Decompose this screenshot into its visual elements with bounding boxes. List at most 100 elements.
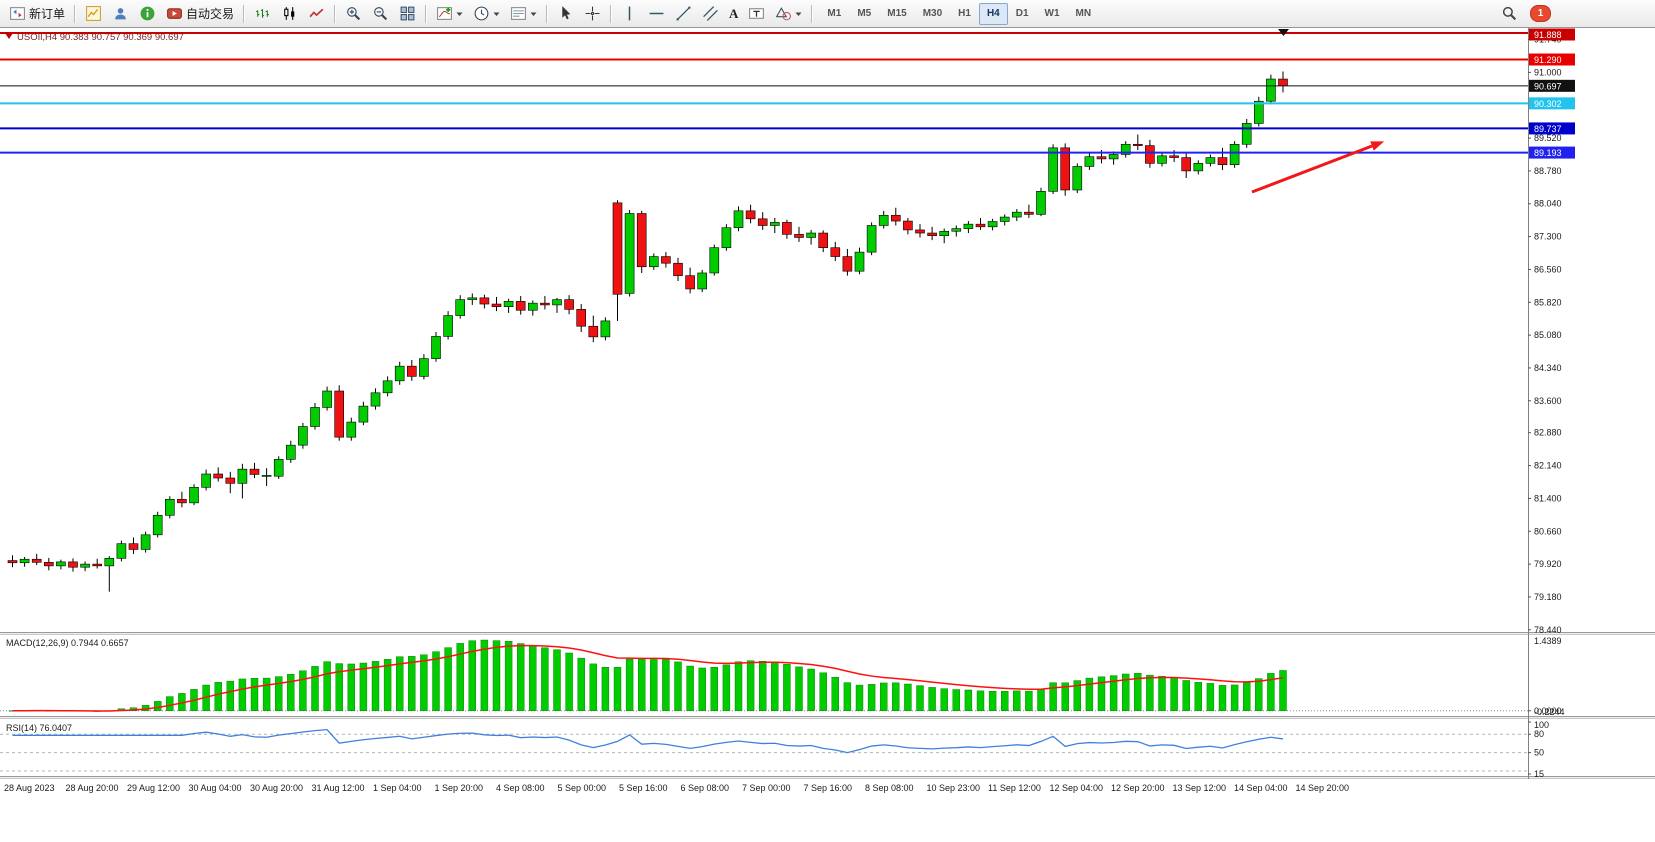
hlines-layer[interactable] — [0, 31, 1528, 154]
new-order-icon — [10, 7, 25, 20]
svg-text:89.737: 89.737 — [1534, 124, 1562, 134]
candlestick-icon — [284, 7, 295, 20]
timeframe-m30[interactable]: M30 — [915, 3, 950, 25]
text-label-button[interactable] — [744, 3, 769, 25]
svg-text:8 Sep 08:00: 8 Sep 08:00 — [865, 783, 914, 793]
tile-windows-button[interactable] — [395, 3, 420, 25]
price-axis[interactable]: 91.74091.00089.52088.78088.04087.30086.5… — [1528, 28, 1575, 779]
svg-text:29 Aug 12:00: 29 Aug 12:00 — [127, 783, 180, 793]
svg-text:89.193: 89.193 — [1534, 148, 1562, 158]
svg-text:28 Aug 2023: 28 Aug 2023 — [4, 783, 55, 793]
toolbar-separator — [74, 4, 77, 23]
profiles-button[interactable] — [108, 3, 133, 25]
search-button[interactable] — [1497, 3, 1522, 25]
svg-text:14 Sep 04:00: 14 Sep 04:00 — [1234, 783, 1288, 793]
auto-trading-icon — [167, 8, 182, 19]
templates-button[interactable] — [506, 3, 541, 25]
svg-text:28 Aug 20:00: 28 Aug 20:00 — [66, 783, 119, 793]
svg-text:30 Aug 04:00: 30 Aug 04:00 — [189, 783, 242, 793]
candlestick-chart-button[interactable] — [277, 3, 302, 25]
search-icon — [1502, 6, 1517, 21]
chart-top-marker — [1278, 29, 1289, 36]
chevron-down-icon — [795, 12, 802, 16]
shapes-icon — [776, 7, 792, 21]
svg-text:30 Aug 20:00: 30 Aug 20:00 — [250, 783, 303, 793]
toolbar-separator — [610, 4, 613, 23]
timeframe-w1[interactable]: W1 — [1037, 3, 1068, 25]
crosshair-icon — [585, 6, 600, 21]
shapes-button[interactable] — [771, 3, 806, 25]
vertical-line-button[interactable] — [617, 3, 642, 25]
cursor-button[interactable] — [553, 3, 578, 25]
trendline-button[interactable] — [671, 3, 696, 25]
timeframe-m5[interactable]: M5 — [849, 3, 879, 25]
trendline-icon — [676, 6, 691, 21]
toolbar-separator — [811, 4, 814, 23]
text-button[interactable]: A — [725, 3, 742, 25]
zoom-out-button[interactable] — [368, 3, 393, 25]
svg-text:89.520: 89.520 — [1534, 133, 1562, 143]
timeframe-d1[interactable]: D1 — [1008, 3, 1037, 25]
svg-text:31 Aug 12:00: 31 Aug 12:00 — [312, 783, 365, 793]
timeframe-h1[interactable]: H1 — [950, 3, 979, 25]
svg-text:6 Sep 08:00: 6 Sep 08:00 — [681, 783, 730, 793]
svg-text:-0.2244: -0.2244 — [1534, 707, 1565, 717]
info-icon — [140, 6, 155, 21]
new-order-button[interactable]: 新订单 — [5, 3, 69, 25]
svg-text:82.880: 82.880 — [1534, 428, 1562, 438]
chart-canvas[interactable]: 91.74091.00089.52088.78088.04087.30086.5… — [0, 28, 1655, 842]
indicators-icon — [437, 7, 452, 20]
svg-text:91.000: 91.000 — [1534, 67, 1562, 77]
market-info-button[interactable] — [135, 3, 160, 25]
line-chart-button[interactable] — [304, 3, 329, 25]
svg-text:91.290: 91.290 — [1534, 55, 1562, 65]
time-axis[interactable]: 28 Aug 2023 28 Aug 20:00 29 Aug 12:00 30 Au… — [4, 783, 1349, 793]
svg-text:50: 50 — [1534, 748, 1544, 758]
svg-text:1.4389: 1.4389 — [1534, 636, 1562, 646]
timeframe-m15[interactable]: M15 — [879, 3, 914, 25]
toolbar-separator — [425, 4, 428, 23]
svg-text:1 Sep 20:00: 1 Sep 20:00 — [435, 783, 484, 793]
horizontal-line-button[interactable] — [644, 3, 669, 25]
profile-icon — [115, 8, 126, 20]
periods-button[interactable] — [469, 3, 504, 25]
candles-layer — [7, 71, 1288, 592]
crosshair-button[interactable] — [580, 3, 605, 25]
svg-text:87.300: 87.300 — [1534, 232, 1562, 242]
bar-chart-button[interactable] — [250, 3, 275, 25]
timeframe-mn[interactable]: MN — [1068, 3, 1100, 25]
channel-button[interactable] — [698, 3, 723, 25]
svg-text:80: 80 — [1534, 729, 1544, 739]
new-chart-icon — [86, 6, 101, 21]
timeframe-h4[interactable]: H4 — [978, 2, 1008, 25]
bar-chart-icon — [256, 9, 269, 18]
new-chart-button[interactable] — [81, 3, 106, 25]
channel-icon — [703, 6, 718, 21]
toolbar-separator — [546, 4, 549, 23]
ohlc-info: USOIl,H4 90.383 90.757 90.369 90.697 — [5, 32, 184, 43]
new-order-label: 新订单 — [29, 7, 66, 21]
template-icon — [511, 7, 526, 20]
toolbar-right-group: 1 — [1496, 3, 1651, 25]
line-chart-icon — [309, 8, 324, 18]
trend-arrow-annotation[interactable] — [1251, 137, 1386, 194]
svg-text:90.302: 90.302 — [1534, 99, 1562, 109]
svg-text:4 Sep 08:00: 4 Sep 08:00 — [496, 783, 545, 793]
notification-badge[interactable]: 1 — [1530, 5, 1551, 22]
svg-text:10 Sep 23:00: 10 Sep 23:00 — [927, 783, 981, 793]
toolbar-separator — [334, 4, 337, 23]
svg-text:7 Sep 16:00: 7 Sep 16:00 — [804, 783, 853, 793]
svg-text:85.820: 85.820 — [1534, 297, 1562, 307]
auto-trading-button[interactable]: 自动交易 — [162, 3, 238, 25]
zoom-in-icon — [347, 7, 361, 21]
zoom-in-button[interactable] — [341, 3, 366, 25]
auto-trading-label: 自动交易 — [186, 7, 235, 21]
timeframe-m1[interactable]: M1 — [819, 3, 849, 25]
svg-text:82.140: 82.140 — [1534, 461, 1562, 471]
panel-dividers[interactable] — [0, 632, 1655, 779]
svg-text:7 Sep 00:00: 7 Sep 00:00 — [742, 783, 791, 793]
indicators-button[interactable] — [432, 3, 467, 25]
vertical-line-icon — [628, 6, 631, 21]
